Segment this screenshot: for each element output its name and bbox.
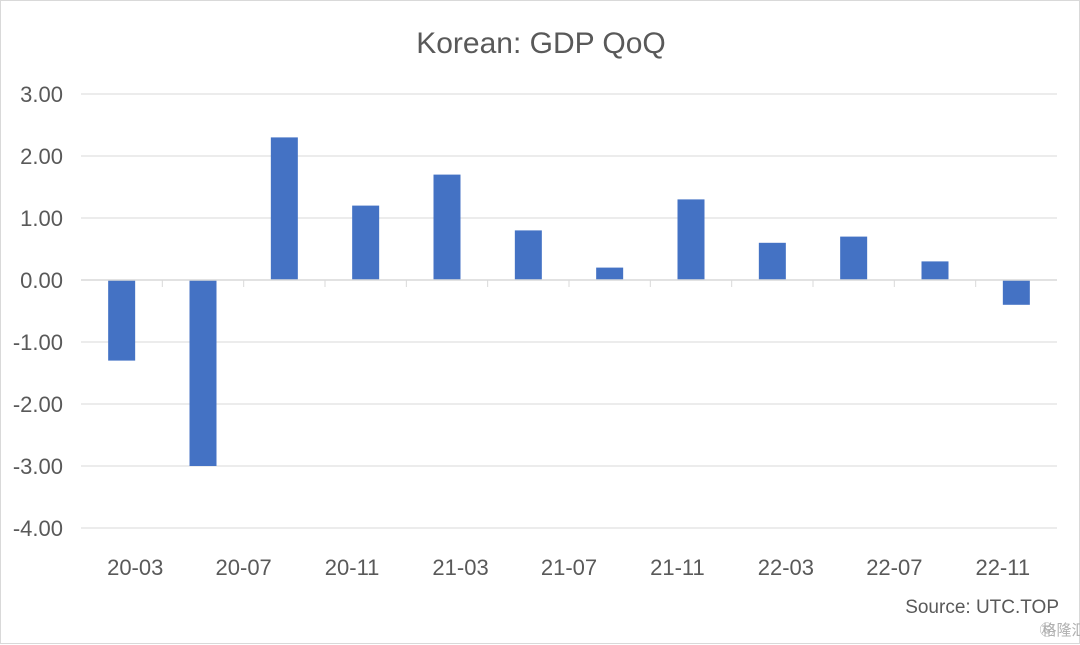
x-tick-label: 22-11 [975, 555, 1030, 580]
y-tick-label: -1.00 [13, 330, 63, 355]
bars [108, 137, 1030, 466]
bar-20-09 [270, 137, 298, 280]
watermark: Ⓖ 格隆汇 [1039, 621, 1080, 639]
bar-21-09 [596, 267, 624, 280]
bar-20-03 [108, 280, 136, 361]
y-tick-label: -4.00 [13, 516, 63, 541]
y-axis-ticks: 3.00 2.00 1.00 0.00 -1.00 -2.00 -3.00 -4.00 [13, 82, 63, 541]
x-tick-label: 22-07 [866, 555, 922, 580]
y-tick-label: 2.00 [20, 144, 63, 169]
y-tick-label: 1.00 [20, 206, 63, 231]
x-tick-label: 20-11 [325, 555, 380, 580]
y-tick-label: -2.00 [13, 392, 63, 417]
bar-21-03 [433, 174, 461, 280]
x-axis-ticks: 20-03 20-07 20-11 21-03 21-07 21-11 22-03 22-07… [107, 555, 1030, 580]
x-tick-label: 20-07 [216, 555, 272, 580]
bar-20-12 [352, 205, 380, 280]
x-axis [81, 279, 1057, 287]
bar-22-03 [758, 242, 786, 280]
x-tick-label: 21-03 [432, 555, 488, 580]
bar-22-09 [921, 261, 949, 280]
chart-title: Korean: GDP QoQ [416, 27, 666, 60]
x-tick-label: 22-03 [758, 555, 814, 580]
x-tick-label: 21-11 [650, 555, 705, 580]
bar-21-12 [677, 199, 705, 280]
bar-22-06 [840, 236, 868, 280]
watermark-text: 格隆汇 [1041, 621, 1080, 639]
x-tick-label: 20-03 [107, 555, 163, 580]
bar-21-06 [514, 230, 542, 280]
y-tick-label: 3.00 [20, 82, 63, 107]
x-tick-label: 21-07 [541, 555, 597, 580]
gridlines [81, 93, 1057, 529]
bar-22-12 [1002, 280, 1030, 305]
y-tick-label: -3.00 [13, 454, 63, 479]
bar-20-06 [189, 280, 217, 466]
watermark-logo-icon: Ⓖ [1039, 621, 1054, 639]
source-note: Source: UTC.TOP [905, 597, 1059, 618]
y-tick-label: 0.00 [20, 268, 63, 293]
